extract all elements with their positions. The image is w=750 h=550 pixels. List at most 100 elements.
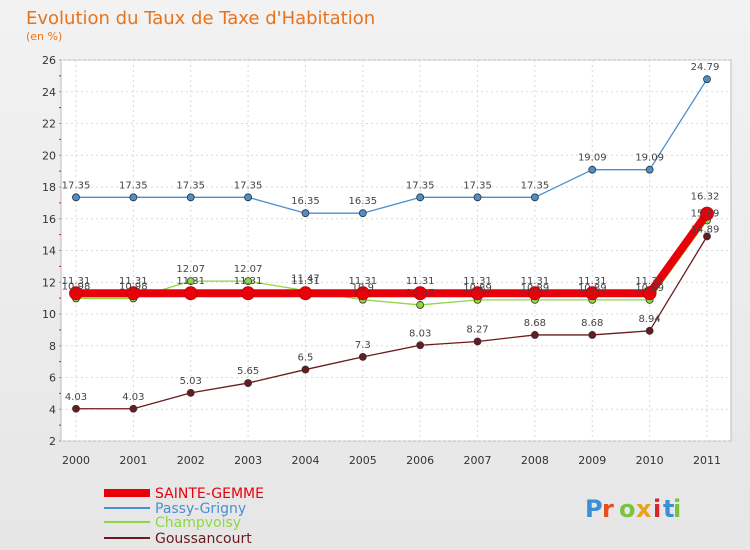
data-point — [703, 232, 711, 241]
x-tick-label: 2004 — [291, 454, 319, 467]
data-point — [703, 75, 711, 84]
data-point — [588, 165, 597, 174]
data-label: 8.27 — [466, 324, 488, 335]
chart-title: Evolution du Taux de Taxe d'Habitation — [26, 8, 375, 29]
x-tick-label: 2000 — [62, 454, 90, 467]
data-label: 11.47 — [291, 274, 320, 285]
data-label: 10.89 — [463, 283, 492, 294]
data-label: 17.35 — [119, 180, 148, 191]
x-axis: 2000 2001 2002 2003 2004 2005 2006 2007 2008 2009… — [62, 454, 721, 467]
data-point — [301, 365, 310, 374]
data-label: 11.31 — [348, 276, 377, 287]
data-point — [700, 206, 714, 221]
data-point — [298, 286, 313, 301]
data-label: 17.35 — [234, 180, 263, 191]
data-point — [72, 193, 80, 202]
logo-letter: o — [619, 495, 636, 523]
data-point — [244, 193, 252, 202]
data-point — [528, 286, 542, 301]
x-tick-label: 2006 — [406, 454, 434, 467]
y-tick-label: 2 — [49, 435, 56, 448]
data-label: 5.65 — [237, 366, 259, 377]
y-tick-label: 24 — [42, 86, 56, 99]
x-tick-label: 2007 — [464, 454, 492, 467]
data-point — [358, 352, 367, 361]
logo-letter: r — [602, 495, 614, 523]
data-label: 11.31 — [234, 276, 263, 287]
chart-subtitle: (en %) — [26, 30, 62, 43]
logo-letter: i — [673, 495, 681, 523]
x-tick-label: 2005 — [349, 454, 377, 467]
x-tick-label: 2002 — [177, 454, 205, 467]
data-label: 11.31 — [119, 276, 148, 287]
x-tick-label: 2001 — [119, 454, 147, 467]
legend-label: Goussancourt — [155, 531, 252, 547]
data-label: 15.89 — [691, 208, 720, 219]
data-label: 11.31 — [521, 276, 550, 287]
data-point — [301, 209, 310, 218]
series-line-0 — [76, 211, 711, 298]
y-tick-label: 10 — [42, 308, 56, 321]
data-label: 24.79 — [691, 62, 720, 73]
data-label: 12.07 — [176, 264, 205, 275]
data-point — [186, 277, 195, 286]
logo-letter: i — [653, 495, 661, 523]
data-point — [244, 277, 252, 286]
data-point — [69, 286, 83, 301]
logo-letter: P — [585, 495, 603, 523]
logo-letter: t — [663, 495, 674, 523]
data-point — [244, 379, 252, 387]
y-tick-label: 16 — [42, 213, 56, 226]
data-label-layer: 11.31 11.31 11.31 11.31 11.31 11.31 11.31 11.31… — [62, 62, 720, 403]
x-tick-label: 2011 — [693, 454, 721, 467]
x-tick-label: 2003 — [234, 454, 262, 467]
data-point — [126, 286, 141, 301]
legend-label: SAINTE-GEMME — [155, 486, 264, 502]
data-point — [72, 404, 80, 413]
data-label: 10.89 — [635, 283, 664, 294]
data-label: 14.89 — [691, 224, 720, 235]
data-label: 8.94 — [639, 314, 661, 325]
data-label: 10.98 — [119, 281, 148, 292]
data-label: 8.03 — [409, 328, 431, 339]
data-label: 11.31 — [463, 276, 492, 287]
data-point — [531, 331, 539, 339]
series-line-2 — [76, 220, 708, 306]
data-label: 10.9 — [352, 283, 374, 294]
data-label: 6.5 — [298, 353, 314, 364]
data-label: 4.03 — [122, 392, 144, 403]
data-point — [129, 193, 138, 202]
series-line-1 — [76, 78, 708, 214]
x-tick-label: 2009 — [578, 454, 606, 467]
data-point — [413, 286, 428, 301]
data-label: 17.35 — [406, 180, 435, 191]
data-label: 16.32 — [691, 192, 720, 203]
data-label: 16.35 — [348, 196, 377, 207]
data-label: 7.3 — [355, 340, 371, 351]
data-point — [358, 209, 367, 218]
data-label: 10.89 — [578, 283, 607, 294]
data-point — [355, 286, 370, 301]
y-tick-label: 14 — [42, 245, 56, 258]
data-point — [645, 165, 654, 174]
data-label: 17.35 — [62, 180, 91, 191]
data-label: 17.35 — [521, 180, 550, 191]
data-label: 5.03 — [180, 376, 202, 387]
legend-label: Champvoisy — [155, 515, 241, 531]
data-label: 11.31 — [62, 276, 91, 287]
data-point — [473, 193, 482, 202]
data-label: 11.31 — [406, 276, 435, 287]
data-point — [473, 337, 482, 346]
data-point — [186, 193, 195, 202]
legend: SAINTE-GEMMEPassy-GrignyChampvoisyGoussa… — [104, 486, 264, 547]
data-point — [416, 301, 425, 309]
data-point — [645, 326, 654, 335]
y-tick-label: 20 — [42, 149, 56, 162]
grid — [61, 59, 731, 442]
y-tick-label: 12 — [42, 276, 56, 289]
data-point — [416, 193, 425, 202]
data-label: 11.31 — [291, 276, 320, 287]
data-point — [186, 388, 195, 397]
